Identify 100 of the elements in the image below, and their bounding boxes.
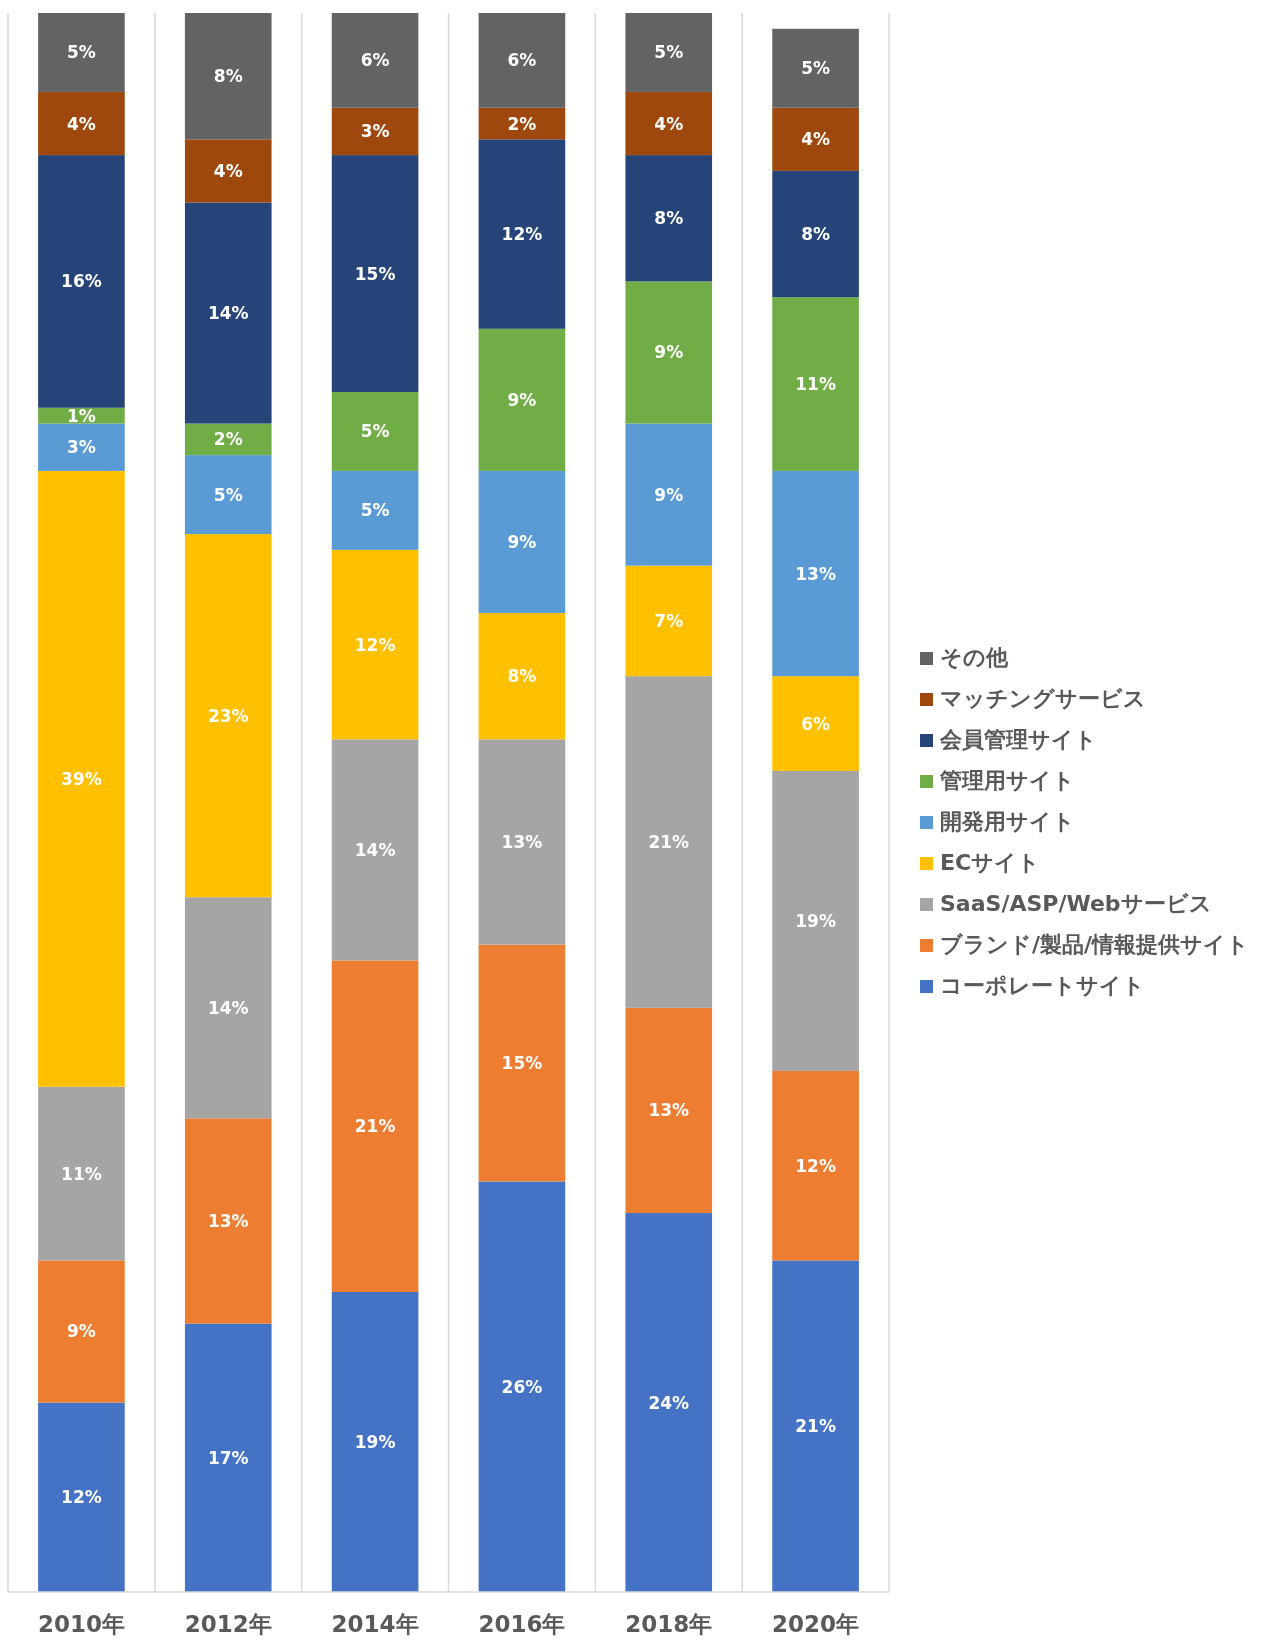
data-label: 5% (801, 58, 831, 79)
data-label: 19% (354, 1431, 396, 1452)
bar (331, 739, 419, 961)
bar (38, 423, 125, 471)
data-label: 12% (501, 224, 543, 245)
bar (478, 1181, 566, 1592)
data-label: 8% (801, 224, 831, 245)
bar (772, 770, 859, 1071)
data-label: 14% (354, 839, 396, 860)
bar (184, 897, 272, 1119)
data-label: 26% (501, 1376, 543, 1397)
legend-label: 会員管理サイト (939, 727, 1097, 752)
data-label: 12% (795, 1155, 836, 1176)
bar (478, 739, 566, 945)
data-label: 15% (354, 263, 396, 284)
legend-label: コーポレートサイト (940, 973, 1145, 998)
bar (331, 107, 419, 156)
bar (625, 1213, 713, 1592)
bar (38, 13, 125, 92)
bar (478, 13, 566, 108)
data-label: 19% (795, 910, 836, 931)
data-label: 8% (654, 208, 684, 229)
legend-label: 開発用サイト (940, 809, 1075, 834)
bar (772, 297, 859, 471)
data-label: 12% (354, 634, 396, 655)
bar (331, 470, 419, 550)
legend-label: その他 (940, 645, 1009, 670)
legend-label: ECサイト (940, 850, 1041, 875)
data-label: 9% (66, 1321, 96, 1342)
data-label: 4% (66, 113, 96, 134)
data-label: 5% (213, 484, 243, 505)
bar (38, 91, 125, 156)
data-label: 5% (360, 500, 390, 521)
x-tick-label: 2018年 (625, 1611, 713, 1637)
bar (478, 613, 566, 740)
data-label: 17% (207, 1447, 249, 1468)
data-label: 9% (654, 342, 684, 363)
data-label: 8% (507, 666, 537, 687)
bar (772, 28, 859, 108)
data-label: 8% (213, 66, 243, 87)
bar (625, 565, 713, 677)
data-label: 21% (648, 831, 690, 852)
legend-label: SaaS/ASP/Webサービス (940, 891, 1212, 916)
data-label: 12% (61, 1487, 102, 1508)
bar (772, 470, 859, 677)
data-label: 13% (501, 831, 543, 852)
bar (38, 1402, 125, 1592)
bar (772, 1070, 859, 1261)
data-label: 2% (507, 113, 537, 134)
bar (478, 139, 566, 329)
data-label: 13% (795, 563, 836, 584)
legend-label: 管理用サイト (939, 768, 1075, 793)
bar (478, 944, 566, 1182)
data-label: 13% (648, 1100, 690, 1121)
bar (184, 202, 272, 424)
bar (625, 91, 713, 156)
bar (478, 328, 566, 471)
bar (772, 107, 859, 171)
data-label: 21% (795, 1416, 836, 1437)
bar (38, 1260, 125, 1403)
data-label: 1% (66, 405, 96, 426)
legend-label: マッチングサービス (940, 686, 1146, 711)
bar (184, 139, 272, 203)
data-label: 9% (654, 484, 684, 505)
data-label: 6% (801, 713, 831, 734)
data-label: 9% (507, 389, 537, 410)
data-label: 15% (501, 1053, 543, 1074)
bar (772, 676, 859, 771)
data-label: 14% (207, 303, 249, 324)
legend-label: ブランド/製品/情報提供サイト (940, 932, 1250, 957)
x-tick-label: 2014年 (331, 1611, 419, 1637)
bar (331, 13, 419, 108)
data-label: 16% (61, 271, 102, 292)
bar (331, 1291, 419, 1592)
x-tick-label: 2010年 (37, 1611, 125, 1637)
x-tick-label: 2020年 (772, 1611, 860, 1637)
x-tick-label: 2016年 (478, 1611, 566, 1637)
data-label: 4% (801, 129, 831, 150)
data-label: 7% (654, 610, 684, 631)
bar (772, 170, 859, 298)
data-label: 6% (360, 50, 390, 71)
bar (184, 534, 272, 898)
bar (184, 423, 272, 456)
bar (625, 281, 713, 424)
data-label: 5% (654, 42, 684, 63)
bar (625, 1007, 713, 1214)
bar (184, 13, 272, 140)
data-label: 5% (66, 42, 96, 63)
data-label: 21% (354, 1116, 396, 1137)
data-label: 3% (66, 437, 96, 458)
bar (184, 1118, 272, 1324)
data-label: 11% (795, 374, 836, 395)
bar (38, 1086, 125, 1261)
data-label: 2% (213, 429, 243, 450)
bar (38, 155, 125, 408)
data-label: 13% (207, 1210, 249, 1231)
bar (625, 155, 713, 282)
bar (38, 470, 125, 1087)
bar (184, 455, 272, 535)
bar (331, 155, 419, 392)
